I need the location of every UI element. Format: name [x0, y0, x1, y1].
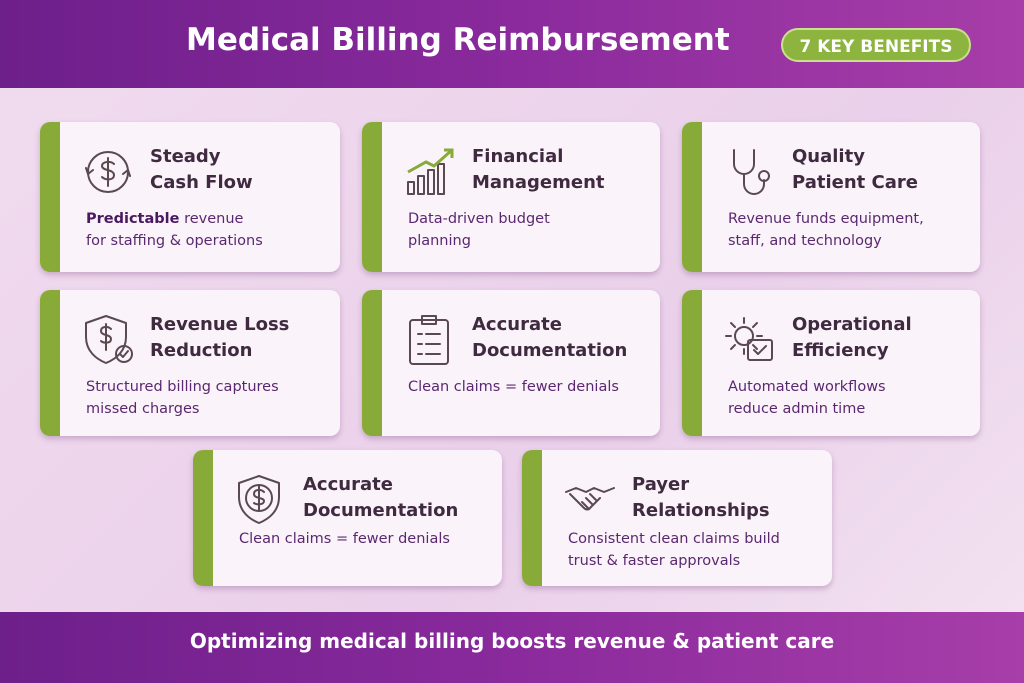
description-text: revenue — [184, 211, 244, 227]
card: Operational Efficiency Automated workflows… — [682, 290, 980, 436]
card-description: Predictable revenue for staffing & operat… — [86, 208, 263, 252]
description-line: Clean claims = fewer denials — [239, 531, 450, 547]
card-title: Quality Patient Care — [792, 144, 918, 196]
description-line: Clean claims = fewer denials — [408, 379, 619, 395]
accent-bar — [362, 122, 382, 272]
card: Financial Management Data-driven budget pla… — [362, 122, 660, 272]
description-line: for staffing & operations — [86, 233, 263, 249]
card-title-line: Accurate — [472, 314, 562, 335]
description-line: Consistent clean claims build — [568, 531, 780, 547]
description-line: missed charges — [86, 401, 200, 417]
card-icon — [238, 475, 280, 524]
description-strong: Predictable — [86, 211, 180, 227]
card-title-line: Revenue Loss — [150, 314, 290, 335]
card: Payer Relationships Consistent clean claim… — [522, 450, 832, 586]
card-title-line: Quality — [792, 146, 865, 167]
title: Medical Billing Reimbursement — [186, 22, 730, 58]
accent-bar — [193, 450, 213, 586]
card-description: Consistent clean claims build trust & fas… — [568, 528, 780, 572]
card-title: Accurate Documentation — [303, 472, 458, 524]
card-title-line: Payer — [632, 474, 690, 495]
card-title: Payer Relationships — [632, 472, 770, 524]
accent-bar — [682, 290, 702, 436]
header: Medical Billing Reimbursement 7 KEY BENE… — [0, 0, 1024, 88]
card-title-line: Steady — [150, 146, 221, 167]
card-description: Data-driven budget planning — [408, 208, 550, 252]
card-description: Clean claims = fewer denials — [408, 376, 619, 398]
card-title: Financial Management — [472, 144, 605, 196]
accent-bar — [362, 290, 382, 436]
card-icon — [409, 315, 449, 365]
card-icon — [733, 149, 770, 195]
description-line: Revenue funds equipment, — [728, 211, 924, 227]
card-title-line: Operational — [792, 314, 912, 335]
card-description: Clean claims = fewer denials — [239, 528, 450, 550]
card: Revenue Loss Reduction Structured billing … — [40, 290, 340, 436]
card-title: Steady Cash Flow — [150, 144, 253, 196]
description-line: Structured billing captures — [86, 379, 279, 395]
card-title-line: Documentation — [472, 340, 628, 361]
card-description: Revenue funds equipment, staff, and techn… — [728, 208, 924, 252]
card-title-line: Relationships — [632, 500, 770, 521]
description-line: Predictable revenue — [86, 208, 263, 230]
card-icon — [85, 315, 133, 364]
card-icon — [725, 317, 773, 361]
card-icon — [85, 151, 131, 193]
card-description: Structured billing captures missed charge… — [86, 376, 279, 420]
badge: 7 KEY BENEFITS — [781, 28, 971, 62]
description-line: trust & faster approvals — [568, 553, 741, 569]
card-title-line: Accurate — [303, 474, 393, 495]
card: Quality Patient Care Revenue funds equipme… — [682, 122, 980, 272]
card-title: Accurate Documentation — [472, 312, 627, 364]
description-line: Data-driven budget — [408, 211, 550, 227]
footer: Optimizing medical billing boosts revenu… — [0, 612, 1024, 683]
card-description: Automated workflows reduce admin time — [728, 376, 886, 420]
accent-bar — [522, 450, 542, 586]
card-icon — [407, 148, 454, 195]
card-icon — [565, 487, 615, 511]
description-line: Automated workflows — [728, 379, 886, 395]
card-title-line: Cash Flow — [150, 172, 253, 193]
card-title-line: Financial — [472, 146, 564, 167]
accent-bar — [40, 122, 60, 272]
card-title-line: Patient Care — [792, 172, 918, 193]
accent-bar — [682, 122, 702, 272]
card-title-line: Management — [472, 172, 605, 193]
card-title-line: Reduction — [150, 340, 253, 361]
card-title-line: Documentation — [303, 500, 459, 521]
description-line: staff, and technology — [728, 233, 882, 249]
card-title: Revenue Loss Reduction — [150, 312, 289, 364]
card-title-line: Efficiency — [792, 340, 889, 361]
card: Accurate Documentation Clean claims = fewe… — [362, 290, 660, 436]
footer-text: Optimizing medical billing boosts revenu… — [189, 629, 835, 653]
card: Steady Cash Flow Predictable revenue for st… — [40, 122, 340, 272]
accent-bar — [40, 290, 60, 436]
description-line: planning — [408, 233, 471, 249]
card: Accurate Documentation Clean claims = fewe… — [193, 450, 502, 586]
card-title: Operational Efficiency — [792, 312, 912, 364]
description-line: reduce admin time — [728, 401, 866, 417]
